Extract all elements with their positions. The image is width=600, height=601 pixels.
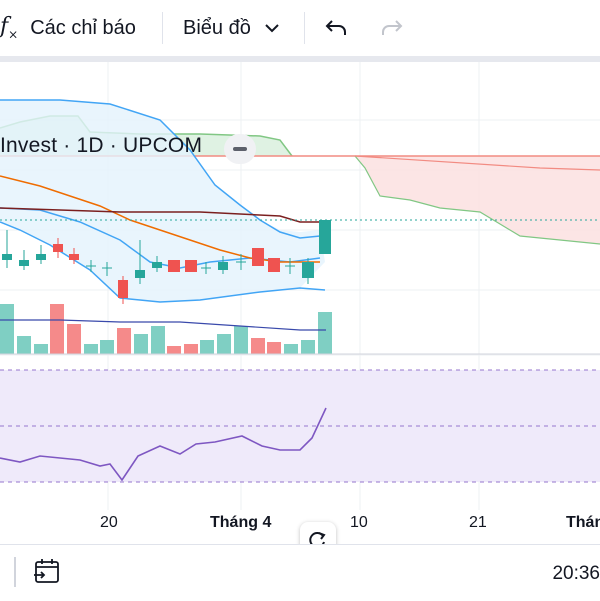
indicators-button[interactable]: f× Các chỉ báo [0,0,136,56]
rsi-line [0,407,327,482]
symbol-legend[interactable]: Invest · 1D · UPCOM [0,134,203,157]
chart-area[interactable]: Invest · 1D · UPCOM [0,62,600,558]
undo-button[interactable] [324,0,348,56]
x-axis-label: Tháng 4 [210,514,272,531]
senkou-span-b-future [354,155,600,171]
chart-canvas[interactable] [0,62,600,542]
top-toolbar: f× Các chỉ báo Biểu đồ [0,0,600,56]
chart-type-button[interactable]: Biểu đồ [183,0,279,56]
minus-icon [233,147,247,151]
collapse-legend-button[interactable] [224,134,256,164]
volume-bars [0,304,332,354]
redo-icon [382,20,403,35]
bollinger-upper [0,99,321,239]
chevron-down-icon [265,24,279,33]
bollinger-lower [0,221,326,303]
clock-time: 20:36 [552,563,600,584]
date-range-button[interactable] [32,557,62,592]
x-axis-label: 21 [469,514,487,531]
ichimoku-cloud-red [355,156,600,244]
x-axis-label: 20 [100,514,118,531]
x-axis-label: Thán [566,514,600,531]
bottom-divider [14,557,16,587]
toolbar-shadow-band [0,56,600,62]
volume-ma-line [0,319,326,331]
senkou-span-a-future [354,155,600,245]
fx-icon: f× [0,14,19,42]
kijun-line [0,207,320,223]
redo-button[interactable] [380,0,404,56]
indicators-label: Các chỉ báo [30,16,136,39]
bollinger-fill [0,100,325,302]
date-range-icon [34,559,59,583]
candles [2,220,331,304]
toolbar-divider [162,12,163,44]
undo-icon [325,20,346,35]
toolbar-divider [304,12,305,44]
bottom-toolbar: 20:36 [0,544,600,601]
x-axis-label: 10 [350,514,368,531]
chart-type-label: Biểu đồ [183,16,251,39]
